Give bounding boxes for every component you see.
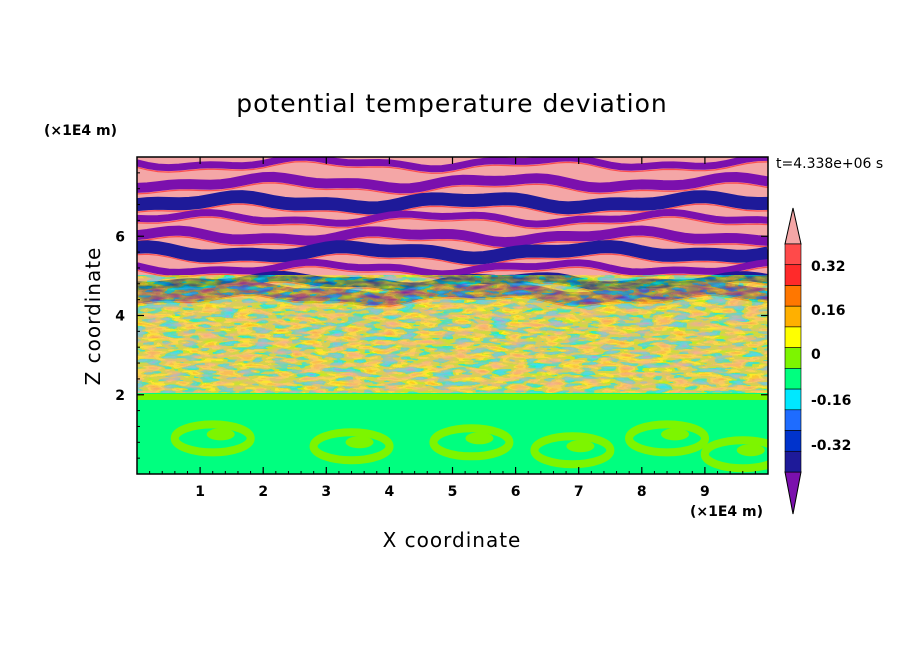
x-tick-label: 3 [321, 484, 331, 500]
colorbar-label: 0.32 [811, 259, 846, 275]
x-tick-label: 6 [511, 484, 521, 500]
colorbar-label: -0.16 [811, 393, 851, 409]
colorbar-swatch [784, 409, 802, 431]
lower-swirls [137, 393, 768, 473]
colorbar-label: 0.16 [811, 303, 846, 319]
swirl-core [206, 428, 235, 441]
colorbar-swatch [784, 264, 802, 286]
colorbar-swatch [784, 450, 802, 473]
y-tick-label: 6 [115, 229, 125, 245]
colorbar-swatch [784, 388, 802, 411]
swirl-contour [309, 428, 394, 465]
contour-band-edge [137, 216, 768, 230]
y-tick-label: 2 [115, 388, 125, 404]
contour-band [137, 171, 768, 194]
chart-title: potential temperature deviation [236, 89, 667, 118]
x-axis-label: X coordinate [383, 528, 522, 552]
swirl-contour [530, 432, 615, 469]
turbulent-layer [137, 275, 768, 395]
contour-band-edge [137, 182, 768, 196]
contour-band [137, 208, 768, 228]
colorbar-label: -0.32 [811, 438, 851, 454]
colorbar-swatch [784, 305, 802, 328]
x-tick-label: 5 [448, 484, 458, 500]
contour-band-edge [137, 253, 768, 267]
colorbar-swatch [784, 326, 802, 348]
x-tick-label: 4 [385, 484, 395, 500]
colorbar-swatch [784, 368, 802, 390]
y-axis-ticks: 2 4 6 [115, 172, 768, 459]
y-unit-label: (×1E4 m) [44, 123, 117, 139]
colorbar-swatch [784, 347, 802, 369]
swirl-contour [429, 424, 514, 461]
x-tick-label: 7 [574, 484, 584, 500]
contour-band [137, 240, 768, 265]
y-axis-label: Z coordinate [81, 247, 105, 386]
swirl-core [566, 440, 595, 453]
colorbar-swatch [784, 285, 802, 307]
contour-field [137, 157, 768, 474]
contour-band [137, 190, 768, 215]
time-label: t=4.338e+06 s [776, 156, 883, 172]
contour-band [137, 225, 768, 248]
swirl-contour [625, 420, 710, 457]
swirl-core [736, 444, 765, 457]
colorbar: 0.32 0.16 0 -0.16 -0.32 [784, 207, 851, 515]
colorbar-swatch [784, 243, 802, 266]
y-tick-label: 4 [115, 309, 125, 325]
colorbar-over-arrow [784, 207, 802, 245]
contour-band-edge [137, 161, 768, 174]
colorbar-swatch [784, 430, 802, 452]
swirl-core [345, 436, 374, 449]
x-axis-ticks: 1 2 3 4 5 6 7 8 9 [149, 157, 769, 500]
swirl-contour [700, 436, 768, 473]
x-unit-label: (×1E4 m) [690, 504, 763, 520]
swirl-core [465, 432, 494, 445]
colorbar-label: 0 [811, 347, 821, 363]
x-tick-label: 1 [195, 484, 205, 500]
contour-band [137, 258, 768, 278]
swirl-contour [170, 420, 255, 457]
x-tick-label: 9 [700, 484, 710, 500]
colorbar-under-arrow [784, 471, 802, 515]
x-tick-label: 2 [258, 484, 268, 500]
x-tick-label: 8 [637, 484, 647, 500]
swirl-core [661, 428, 690, 441]
contour-band-edge [137, 235, 768, 249]
contour-band [137, 157, 768, 173]
layer-boundary [137, 393, 768, 400]
